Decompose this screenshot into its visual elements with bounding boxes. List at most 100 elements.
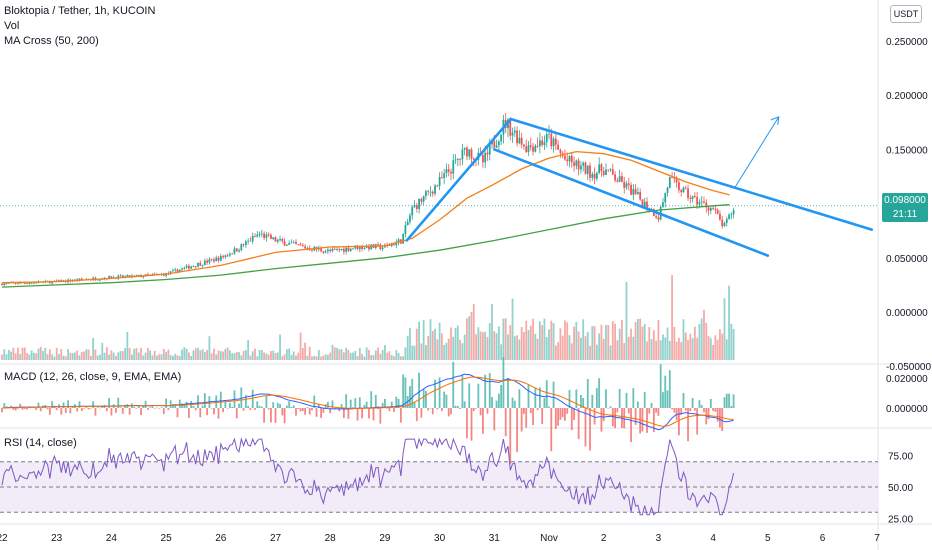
macd-histogram-bar	[178, 399, 181, 408]
macd-histogram-bar	[561, 408, 564, 418]
macd-histogram-bar	[415, 408, 418, 422]
candle-body	[554, 138, 557, 145]
candle-body	[538, 140, 541, 147]
candle-body	[568, 155, 571, 162]
macd-histogram-bar	[251, 389, 254, 408]
candle-body	[133, 275, 136, 277]
candle-body	[709, 207, 712, 211]
volume-bar	[3, 349, 6, 360]
candle-body	[728, 214, 730, 219]
candle-body	[283, 241, 286, 246]
macd-histogram-bar	[210, 408, 213, 409]
macd-histogram-bar	[356, 408, 359, 421]
macd-histogram-bar	[60, 408, 63, 415]
candle-body	[486, 152, 489, 155]
macd-histogram-bar	[174, 405, 177, 408]
time-tick-label: Nov	[540, 533, 558, 544]
volume-bar	[108, 354, 111, 360]
volume-bar	[178, 356, 181, 360]
candle-body	[379, 244, 382, 250]
macd-histogram-bar	[187, 408, 190, 419]
volume-bar	[725, 339, 728, 360]
macd-histogram-bar	[641, 408, 644, 432]
volume-bar	[621, 320, 623, 360]
macd-histogram-bar	[363, 404, 366, 408]
macd-histogram-bar	[258, 405, 261, 408]
volume-bar	[185, 348, 188, 360]
macd-histogram-bar	[162, 408, 165, 415]
volume-bar	[12, 347, 15, 360]
candle-body	[646, 201, 648, 209]
legend-ma-cross[interactable]: MA Cross (50, 200)	[4, 35, 99, 47]
macd-histogram-bar	[518, 389, 521, 408]
macd-histogram-bar	[532, 408, 534, 426]
macd-histogram-bar	[137, 405, 140, 408]
macd-histogram-bar	[156, 407, 158, 409]
volume-bar	[219, 351, 222, 360]
volume-bar	[53, 356, 56, 360]
candle-body	[281, 239, 284, 242]
legend-volume[interactable]: Vol	[4, 20, 20, 32]
candle-body	[436, 185, 439, 187]
candle-body	[684, 187, 687, 189]
candle-body	[662, 202, 664, 207]
volume-bar	[121, 351, 124, 360]
candle-body	[725, 218, 728, 224]
volume-bar	[160, 354, 163, 360]
macd-histogram-bar	[545, 380, 548, 408]
volume-bar	[210, 353, 213, 360]
macd-histogram-bar	[399, 408, 402, 423]
volume-bar	[167, 349, 170, 360]
macd-histogram-bar	[732, 394, 735, 408]
volume-bar	[119, 351, 122, 360]
price-tick-label: 0.250000	[886, 37, 928, 48]
legend-symbol[interactable]: Bloktopia / Tether, 1h, KUCOIN	[4, 5, 156, 17]
candle-body	[406, 221, 409, 226]
volume-bar	[345, 347, 348, 360]
macd-histogram-bar	[550, 408, 553, 452]
legend-macd[interactable]: MACD (12, 26, close, 9, EMA, EMA)	[4, 371, 182, 383]
macd-histogram-bar	[527, 384, 530, 408]
volume-bar	[368, 349, 370, 360]
volume-bar	[611, 321, 614, 360]
volume-bar	[62, 355, 65, 360]
volume-bar	[456, 325, 459, 360]
volume-bar	[678, 337, 680, 360]
candle-body	[488, 144, 491, 155]
candle-body	[445, 169, 448, 174]
volume-bar	[151, 355, 154, 360]
currency-selector[interactable]: USDT	[890, 5, 922, 23]
candle-body	[493, 141, 496, 148]
macd-histogram-bar	[411, 378, 414, 408]
candle-body	[691, 196, 694, 200]
macd-histogram-bar	[320, 408, 322, 418]
macd-histogram-bar	[568, 389, 571, 408]
candle-body	[564, 155, 566, 160]
volume-bar	[215, 354, 218, 360]
candle-body	[541, 140, 544, 146]
macd-histogram-bar	[577, 408, 580, 440]
volume-bar	[482, 332, 484, 360]
volume-bar	[99, 354, 101, 360]
macd-histogram-bar	[384, 398, 386, 408]
candle-body	[297, 244, 300, 245]
candle-body	[336, 249, 338, 250]
volume-bar	[26, 353, 28, 360]
macd-histogram-bar	[169, 400, 172, 408]
macd-histogram-bar	[368, 408, 370, 419]
macd-histogram-bar	[135, 408, 138, 409]
macd-histogram-bar	[427, 408, 430, 411]
macd-histogram-bar	[347, 408, 350, 419]
volume-bar	[317, 349, 320, 360]
volume-bar	[217, 350, 220, 360]
candle-body	[682, 187, 685, 193]
macd-histogram-bar	[290, 406, 293, 408]
candle-body	[621, 176, 623, 182]
macd-histogram-bar	[678, 408, 680, 436]
macd-histogram-bar	[176, 408, 179, 418]
macd-histogram-bar	[69, 408, 72, 414]
volume-bar	[639, 318, 642, 360]
legend-rsi[interactable]: RSI (14, close)	[4, 437, 77, 449]
macd-histogram-bar	[96, 407, 99, 408]
